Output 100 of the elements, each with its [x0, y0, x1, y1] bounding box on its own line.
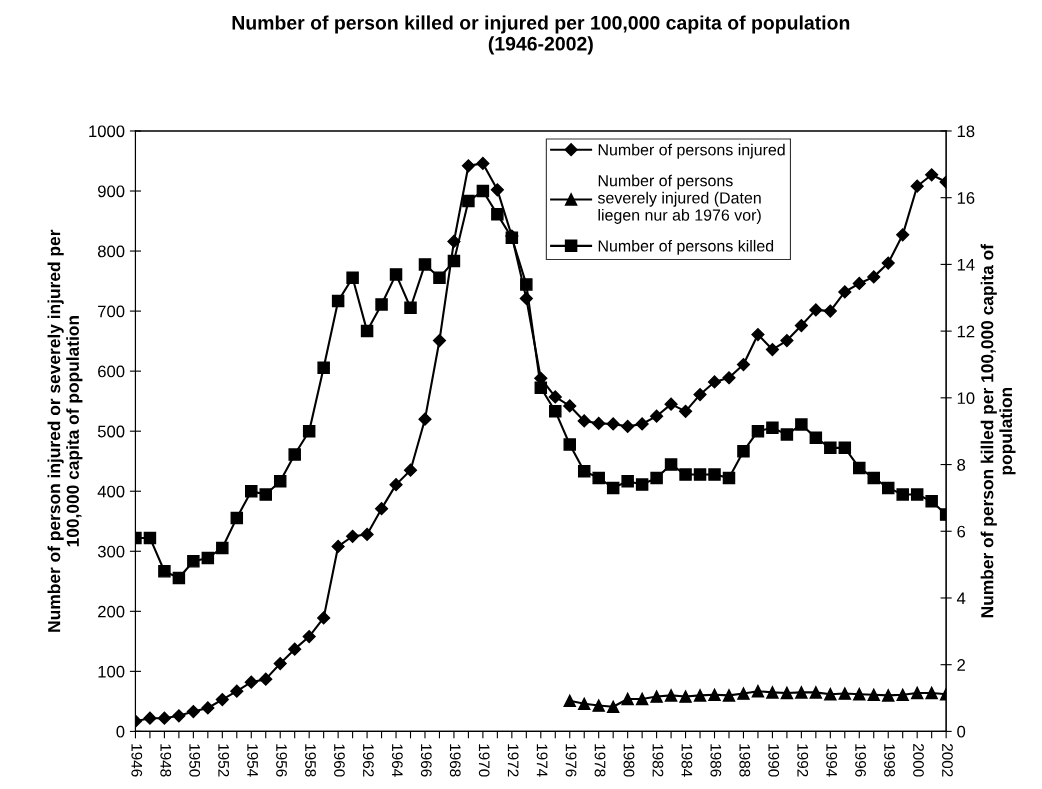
point — [780, 428, 794, 441]
point — [635, 478, 649, 491]
x-tick-label: 1960 — [334, 744, 345, 777]
x-tick-label: 1958 — [305, 744, 316, 777]
point — [548, 390, 562, 404]
chart-title: Number of person killed or injured per 100,000 capita of population (1946-2002) — [232, 15, 850, 55]
point — [650, 409, 664, 423]
point — [664, 397, 678, 411]
x-tick-label: 2002 — [942, 743, 953, 777]
point — [143, 711, 157, 725]
point — [838, 687, 852, 700]
point — [925, 494, 938, 508]
y2-tick-label: 2 — [957, 659, 965, 671]
point — [563, 438, 577, 451]
x-tick-label: 1984 — [681, 744, 693, 777]
point — [592, 471, 605, 485]
y-tick-label: 1000 — [89, 125, 125, 138]
x-tick-label: 1966 — [420, 744, 432, 777]
y2-tick-label: 8 — [957, 458, 966, 471]
point — [766, 686, 779, 699]
point — [621, 692, 634, 706]
x-tick-label: 1962 — [362, 744, 374, 777]
point — [433, 271, 446, 284]
y-tick-label: 300 — [97, 545, 125, 558]
x-tick-label: 1998 — [884, 744, 895, 777]
point — [737, 444, 750, 458]
point — [910, 488, 924, 501]
point — [563, 694, 577, 708]
legend-label: Number of persons severely injured (Daten liegen nur ab 1976 vor) — [597, 174, 761, 224]
point — [881, 481, 895, 495]
point — [621, 419, 635, 433]
point — [389, 478, 403, 492]
x-tick-label: 1950 — [189, 744, 201, 777]
point — [520, 278, 533, 291]
y2-tick-label: 12 — [957, 325, 975, 338]
point — [925, 686, 938, 700]
y-tick-label: 800 — [97, 245, 125, 258]
point — [143, 531, 157, 545]
point — [765, 342, 780, 357]
x-tick-label: 1994 — [826, 744, 838, 777]
point — [375, 298, 388, 311]
point — [273, 656, 287, 671]
y2-tick-label: 0 — [957, 725, 966, 738]
y2-axis-title: Number of person killed per 100,000 capita of population — [980, 243, 1016, 618]
point — [707, 375, 722, 389]
point — [896, 488, 909, 501]
point — [592, 699, 605, 712]
x-tick-label: 1968 — [449, 744, 461, 777]
y2-tick-label: 10 — [957, 392, 975, 405]
legend-label: Number of persons injured — [598, 143, 785, 159]
point — [245, 484, 258, 498]
point — [838, 441, 852, 455]
point — [389, 268, 403, 281]
x-tick-label: 1946 — [131, 744, 143, 777]
point — [302, 629, 316, 644]
point — [374, 502, 389, 516]
x-tick-label: 1970 — [478, 744, 490, 777]
point — [490, 183, 504, 197]
x-tick-label: 1972 — [507, 744, 519, 777]
point — [331, 294, 345, 308]
y-tick-label: 700 — [98, 305, 125, 318]
y2-tick-label: 14 — [957, 258, 975, 271]
point — [664, 458, 678, 471]
point — [635, 417, 649, 431]
x-tick-label: 1964 — [391, 744, 403, 777]
point — [606, 700, 620, 714]
point — [722, 471, 736, 485]
point — [766, 421, 779, 435]
y-tick-label: 200 — [98, 605, 125, 618]
point — [867, 688, 881, 702]
point — [867, 270, 881, 284]
x-tick-label: 1982 — [652, 744, 664, 777]
point — [824, 687, 837, 701]
y-axis-title: Number of person injured or severely injured per 100,000 capita of population — [47, 229, 83, 632]
point — [795, 418, 808, 431]
point — [563, 399, 577, 413]
point — [910, 686, 924, 700]
y2-tick-label: 6 — [957, 525, 966, 538]
point — [823, 304, 837, 318]
point — [780, 333, 794, 348]
y-tick-label: 0 — [116, 725, 125, 738]
point — [650, 471, 663, 485]
point — [577, 464, 591, 478]
point — [736, 357, 751, 372]
point — [172, 571, 186, 585]
point — [664, 689, 678, 702]
x-tick-label: 1948 — [160, 744, 172, 777]
point — [679, 690, 692, 703]
point — [606, 481, 620, 495]
point — [693, 468, 707, 481]
point — [244, 675, 258, 689]
point — [577, 414, 591, 428]
point — [172, 709, 186, 723]
x-tick-label: 1992 — [797, 744, 809, 777]
point — [809, 431, 823, 445]
point — [635, 692, 649, 706]
y2-tick-label: 4 — [956, 592, 966, 605]
x-tick-label: 1978 — [594, 744, 606, 777]
y-tick-label: 600 — [98, 365, 125, 378]
point — [360, 324, 374, 338]
